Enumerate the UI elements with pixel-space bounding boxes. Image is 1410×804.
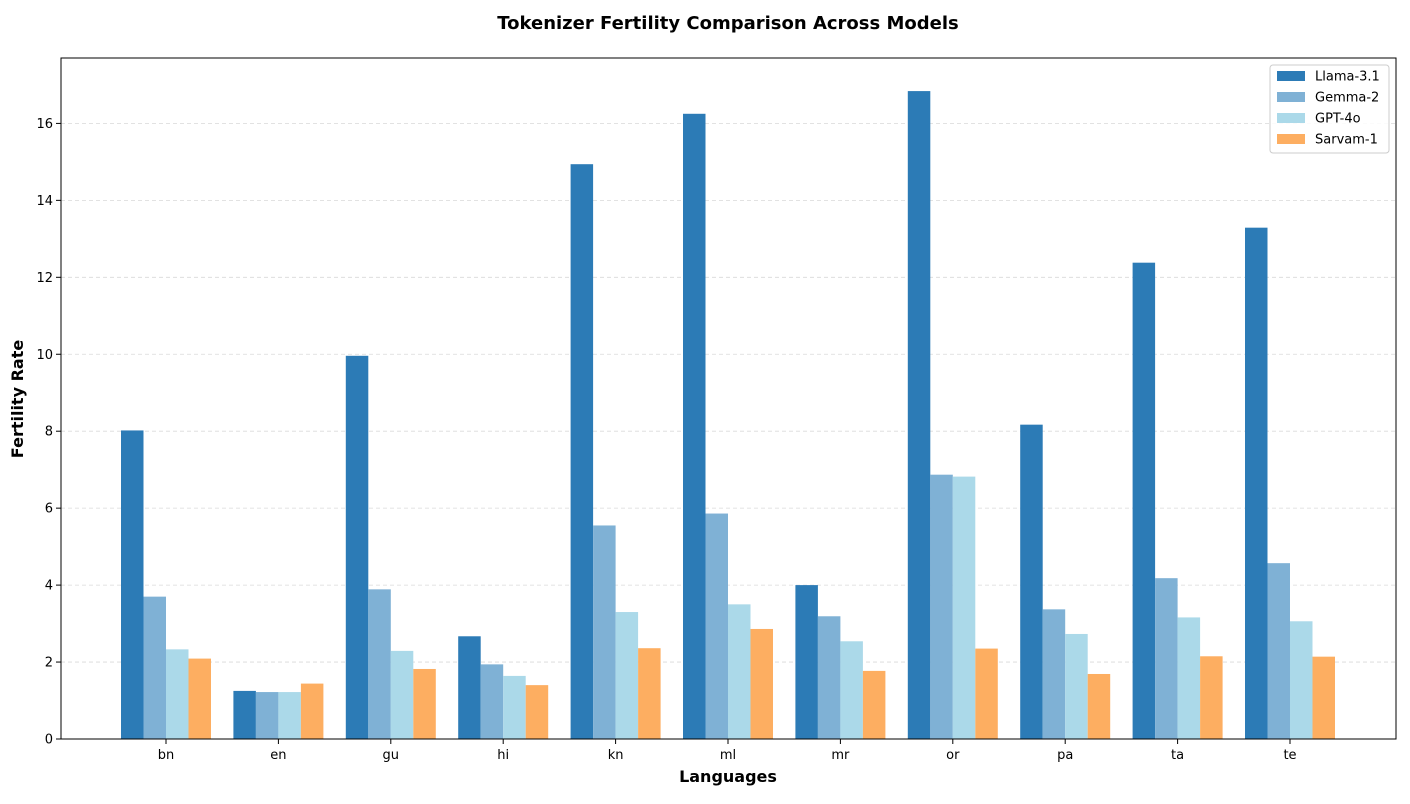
bar-gemma-2-te: [1267, 563, 1290, 739]
legend-swatch: [1277, 71, 1305, 81]
x-tick-label: ta: [1171, 748, 1184, 763]
bar-gpt-4o-hi: [503, 675, 526, 739]
legend-box: [1269, 64, 1390, 154]
x-tick-label: or: [946, 748, 960, 763]
bar-gpt-4o-pa: [1065, 633, 1088, 739]
bar-llama-3-1-pa: [1020, 424, 1043, 739]
bar-gemma-2-bn: [143, 596, 166, 739]
bar-llama-3-1-bn: [121, 430, 144, 739]
bar-sarvam-1-gu: [413, 668, 436, 739]
bar-gpt-4o-bn: [166, 649, 189, 739]
bar-gemma-2-pa: [1042, 609, 1066, 739]
bar-gpt-4o-ta: [1177, 617, 1201, 739]
x-tick-label: ml: [720, 748, 736, 763]
bar-sarvam-1-mr: [862, 670, 886, 739]
bar-gpt-4o-kn: [615, 612, 639, 739]
legend: Llama-3.1 Gemma-2 GPT-4o Sarvam-1: [1269, 64, 1390, 154]
bar-llama-3-1-gu: [345, 355, 369, 739]
bar-llama-3-1-ta: [1132, 262, 1156, 739]
bar-gpt-4o-te: [1290, 621, 1313, 739]
legend-swatch: [1277, 92, 1305, 102]
legend-swatch: [1277, 134, 1305, 144]
chart-title: Tokenizer Fertility Comparison Across Mo…: [497, 13, 959, 34]
x-tick-label: bn: [158, 748, 175, 763]
bar-llama-3-1-en: [233, 690, 256, 739]
bar-sarvam-1-en: [300, 683, 324, 739]
bar-gemma-2-or: [930, 474, 953, 739]
x-tick-label: pa: [1057, 748, 1073, 763]
bar-gemma-2-ta: [1155, 578, 1178, 739]
bar-llama-3-1-kn: [570, 164, 594, 740]
bar-gpt-4o-en: [278, 692, 301, 739]
bar-llama-3-1-or: [907, 91, 931, 739]
y-axis: 0 2 4 6 8 10 12 14 16: [36, 117, 61, 748]
bar-sarvam-1-hi: [525, 685, 549, 739]
bar-llama-3-1-ml: [683, 113, 706, 739]
bar-llama-3-1-mr: [795, 585, 818, 739]
x-tick-label: gu: [383, 748, 400, 763]
y-tick-label: 6: [45, 502, 53, 517]
x-tick-label: mr: [831, 748, 850, 763]
bar-gemma-2-ml: [705, 513, 728, 739]
bar-sarvam-1-or: [975, 648, 998, 739]
bar-gpt-4o-mr: [840, 641, 863, 739]
y-tick-label: 8: [45, 425, 53, 440]
bar-gpt-4o-or: [952, 476, 976, 739]
y-tick-label: 0: [45, 733, 53, 748]
bars: [121, 91, 1335, 740]
y-tick-label: 14: [36, 194, 53, 209]
grid-lines: [61, 123, 1396, 663]
x-tick-label: te: [1283, 748, 1296, 763]
bar-sarvam-1-pa: [1087, 673, 1111, 739]
bar-gemma-2-hi: [480, 664, 504, 739]
legend-label: GPT-4o: [1315, 112, 1361, 127]
legend-label: Gemma-2: [1315, 91, 1379, 106]
bar-llama-3-1-te: [1245, 227, 1268, 739]
y-tick-label: 4: [45, 579, 53, 594]
bar-sarvam-1-ta: [1200, 656, 1223, 739]
legend-swatch: [1277, 113, 1305, 123]
x-tick-label: hi: [497, 748, 509, 763]
y-tick-label: 10: [36, 348, 53, 363]
y-tick-label: 12: [36, 271, 53, 286]
bar-llama-3-1-hi: [458, 636, 481, 739]
x-axis-label: Languages: [679, 767, 777, 786]
bar-sarvam-1-te: [1312, 656, 1335, 739]
legend-label: Llama-3.1: [1315, 70, 1380, 85]
x-tick-label: en: [270, 748, 286, 763]
y-axis-label: Fertility Rate: [8, 340, 27, 459]
bar-sarvam-1-kn: [638, 648, 661, 739]
legend-label: Sarvam-1: [1315, 133, 1378, 148]
x-axis: bn en gu hi kn ml mr or pa ta te: [158, 739, 1297, 763]
bar-gpt-4o-gu: [390, 650, 414, 739]
y-tick-label: 2: [45, 656, 53, 671]
bar-gemma-2-en: [255, 692, 279, 739]
x-tick-label: kn: [608, 748, 624, 763]
bar-gpt-4o-ml: [728, 604, 751, 739]
bar-sarvam-1-bn: [188, 658, 211, 739]
bar-gemma-2-gu: [368, 589, 391, 739]
bar-gemma-2-mr: [817, 616, 841, 739]
y-tick-label: 16: [36, 117, 53, 132]
bar-gemma-2-kn: [593, 525, 616, 739]
bar-sarvam-1-ml: [750, 628, 773, 739]
